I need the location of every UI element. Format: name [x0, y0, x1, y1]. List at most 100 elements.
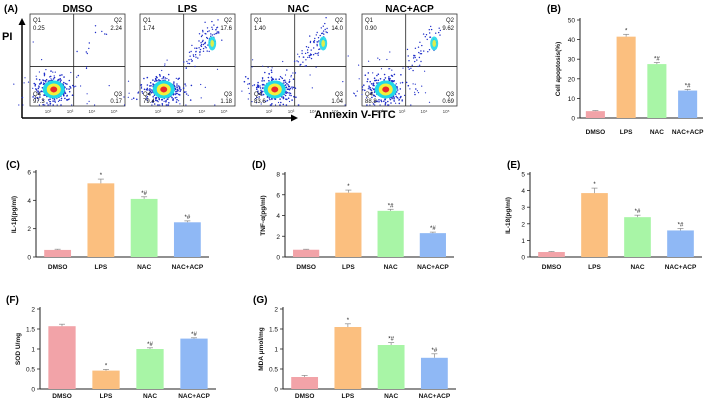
category-label: NAC+ACP [172, 264, 204, 271]
flow-dot [399, 88, 402, 90]
flow-dot [215, 29, 217, 31]
flow-dot [288, 100, 291, 103]
category-label: LPS [588, 264, 601, 271]
flow-dot [393, 100, 395, 102]
flow-dot [271, 103, 273, 105]
category-label: NAC [137, 264, 151, 271]
flow-dot [155, 75, 158, 78]
flow-dot [270, 71, 273, 74]
flow-dot [150, 89, 153, 91]
flow-dot [286, 69, 288, 71]
flow-dot [369, 80, 372, 83]
flow-dot [307, 46, 310, 49]
flow-dot [140, 87, 143, 89]
flow-dot [261, 94, 263, 96]
flow-dot [216, 31, 218, 33]
flow-tick-label: 10² [155, 109, 162, 114]
y-tick-label: 1 [274, 347, 278, 354]
flow-dot [45, 69, 47, 71]
flow-dot [380, 100, 383, 103]
flow-dot [390, 80, 393, 82]
flow-dot [146, 76, 149, 79]
flow-dot [274, 98, 277, 100]
flow-dot [353, 93, 356, 95]
flow-dot [66, 83, 68, 85]
flow-dot [270, 76, 273, 79]
flow-dot [284, 74, 287, 76]
q2-label: Q2 [446, 18, 455, 24]
flow-dot [303, 56, 305, 58]
flow-dot [439, 34, 441, 36]
flow-dot [366, 80, 369, 83]
flow-dot [176, 85, 178, 87]
flow-dot [184, 83, 186, 85]
flow-dot [251, 101, 253, 103]
flow-dot [195, 50, 197, 53]
category-label: LPS [100, 393, 113, 400]
flow-dot [290, 74, 292, 77]
flow-dot [198, 40, 200, 42]
y-tick-label: 0 [276, 255, 280, 262]
q2-value: 9.62 [442, 26, 454, 32]
flow-dot [202, 47, 205, 50]
flow-dot [376, 101, 378, 103]
flow-dot [88, 47, 90, 50]
flow-dot [197, 57, 199, 59]
flow-dot [284, 84, 286, 86]
bar-chart-0: (B) 0 10 20 30 40 50 Cell apoptosis(%) DMSO * LPS *… [547, 4, 704, 136]
flow-xlabel: Annexin V-FITC [314, 109, 395, 121]
flow-dot [66, 88, 68, 90]
category-label: NAC+ACP [419, 393, 451, 400]
flow-dot [37, 87, 40, 90]
flow-dot [410, 104, 412, 106]
flow-dot [289, 87, 292, 90]
flow-dot [316, 43, 318, 46]
flow-dot [415, 88, 417, 90]
flow-dot [396, 85, 398, 88]
flow-dot [54, 101, 56, 103]
flow-dot [423, 50, 425, 52]
significance-label: *# [388, 203, 394, 209]
flow-dot [60, 79, 62, 81]
flow-dot [164, 63, 166, 65]
y-tick-label: 4 [521, 188, 525, 195]
flow-dot [39, 96, 41, 98]
flow-dot [141, 90, 143, 93]
y-tick-label: 0 [521, 255, 525, 262]
flow-dot [388, 76, 390, 78]
flow-dot [284, 81, 287, 83]
flow-dot [353, 92, 355, 94]
y-tick-label: 3 [521, 205, 525, 212]
flow-dot [281, 77, 284, 80]
flow-dot [24, 77, 26, 79]
bar-nac [624, 217, 651, 257]
flow-dot [358, 78, 360, 80]
flow-dot [401, 99, 403, 101]
flow-dot [262, 100, 264, 102]
flow-dot [282, 96, 285, 98]
flow-dot [202, 39, 204, 42]
flow-dot [94, 104, 96, 106]
flow-dot [391, 69, 393, 71]
flow-dot [414, 47, 417, 49]
y-tick-label: 0 [571, 116, 575, 123]
flow-dot [188, 59, 190, 61]
flow-dot [304, 65, 306, 67]
y-tick-label: 2 [31, 307, 35, 314]
flow-dot [270, 79, 273, 81]
q3-value: 1.18 [220, 99, 232, 105]
flow-dot [267, 76, 270, 79]
category-label: NAC [384, 393, 398, 400]
flow-dot [293, 95, 295, 98]
q4-value: 97.3 [33, 99, 45, 105]
q3-value: 1.04 [331, 99, 343, 105]
flow-dot [429, 32, 431, 34]
flow-dot [309, 41, 312, 44]
flow-dot [243, 80, 246, 83]
flow-dot [248, 82, 251, 85]
flow-dot [266, 96, 269, 98]
q1-label: Q1 [254, 18, 263, 24]
flow-dot [292, 78, 295, 80]
flow-dot [430, 28, 433, 31]
y-tick-label: 1 [521, 238, 525, 245]
